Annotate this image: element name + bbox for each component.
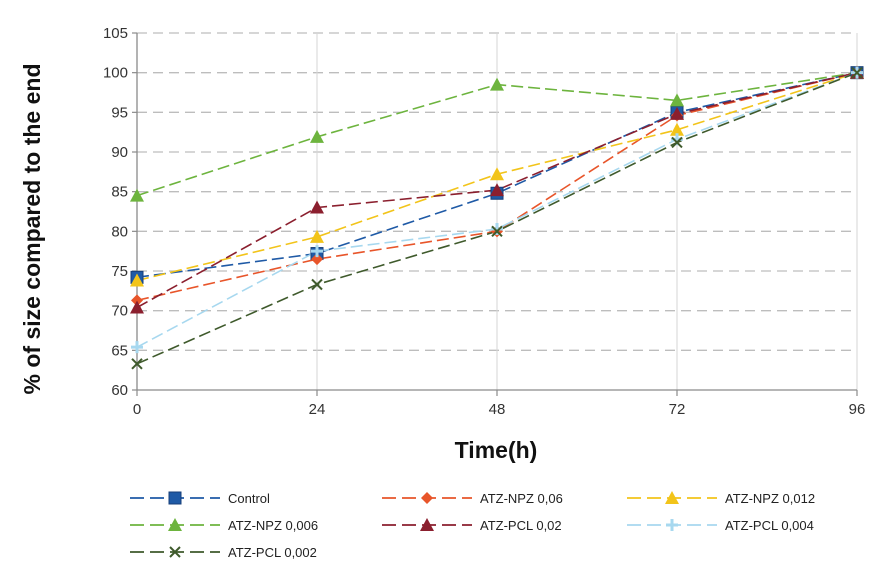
y-tick-label: 70: [111, 303, 128, 320]
legend-marker: [168, 518, 182, 531]
data-point-atz-npz-0-06: [131, 294, 143, 307]
legend-marker: [666, 519, 678, 531]
legend-label: ATZ-PCL 0,02: [480, 518, 562, 533]
data-point-atz-pcl-0-002: [491, 225, 503, 238]
data-point-atz-pcl-0-004: [491, 222, 503, 235]
legend-label: ATZ-NPZ 0,06: [480, 491, 563, 506]
data-point-atz-pcl-0-02: [670, 106, 684, 120]
y-tick-label: 75: [111, 263, 128, 280]
data-point-atz-npz-0-006: [490, 77, 504, 91]
data-point-atz-pcl-0-002: [851, 66, 863, 79]
legend-item-atz-npz-0-006: ATZ-NPZ 0,006: [130, 518, 318, 533]
series-line-atz-pcl-0-02: [136, 71, 858, 309]
x-tick-label: 24: [309, 401, 326, 418]
data-point-atz-npz-0-012: [130, 273, 144, 287]
tick-labels: 60 65 70 75 80 85 90 95 100 105 0 24 48 72 96: [103, 25, 865, 418]
x-axis-title: Time(h): [455, 437, 538, 463]
data-point-atz-pcl-0-004: [131, 341, 143, 354]
legend-label: ATZ-NPZ 0,006: [228, 518, 318, 533]
data-point-atz-npz-0-006: [310, 129, 324, 143]
legend-marker: [169, 546, 181, 558]
legend-marker: [168, 491, 182, 505]
data-point-atz-npz-0-006: [670, 93, 684, 107]
data-point-atz-pcl-0-02: [310, 200, 324, 214]
data-point-atz-npz-0-006: [130, 188, 144, 202]
x-tick-label: 0: [133, 401, 141, 418]
legend-label: Control: [228, 491, 270, 506]
data-point-atz-npz-0-012: [670, 122, 684, 136]
legend-marker: [420, 518, 434, 531]
y-tick-label: 90: [111, 144, 128, 161]
x-tick-label: 48: [489, 401, 506, 418]
data-point-atz-npz-0-012: [310, 229, 324, 243]
data-point-atz-pcl-0-02: [490, 183, 504, 197]
y-tick-label: 100: [103, 65, 128, 82]
axes: [132, 32, 858, 396]
data-point-atz-pcl-0-002: [131, 358, 143, 370]
data-point-atz-pcl-0-004: [311, 245, 323, 258]
series-line-control: [136, 71, 858, 279]
y-tick-label: 60: [111, 382, 128, 399]
data-point-atz-pcl-0-002: [671, 136, 683, 149]
legend-item-atz-npz-0-012: ATZ-NPZ 0,012: [627, 491, 815, 506]
legend: Control ATZ-NPZ 0,06 ATZ-NPZ 0,012 ATZ-NPZ …: [130, 491, 815, 560]
legend-label: ATZ-PCL 0,002: [228, 545, 317, 560]
data-point-atz-npz-0-012: [490, 167, 504, 181]
x-tick-label: 96: [849, 401, 866, 418]
y-tick-label: 65: [111, 342, 128, 359]
legend-item-control: Control: [130, 491, 270, 506]
data-point-atz-npz-0-06: [311, 253, 323, 266]
x-tick-label: 72: [669, 401, 686, 418]
y-axis-title: % of size compared to the end: [19, 64, 45, 395]
legend-marker: [421, 492, 433, 504]
data-point-atz-pcl-0-002: [311, 278, 323, 291]
legend-item-atz-npz-0-06: ATZ-NPZ 0,06: [382, 491, 563, 506]
legend-marker: [665, 491, 679, 504]
legend-label: ATZ-NPZ 0,012: [725, 491, 815, 506]
data-point-atz-pcl-0-02: [130, 300, 144, 314]
y-tick-label: 105: [103, 25, 128, 42]
legend-item-atz-pcl-0-004: ATZ-PCL 0,004: [627, 518, 814, 533]
data-markers: [130, 65, 864, 370]
legend-item-atz-pcl-0-002: ATZ-PCL 0,002: [130, 545, 317, 560]
y-tick-label: 85: [111, 184, 128, 201]
legend-item-atz-pcl-0-02: ATZ-PCL 0,02: [382, 518, 562, 533]
y-tick-label: 80: [111, 223, 128, 240]
legend-label: ATZ-PCL 0,004: [725, 518, 814, 533]
y-tick-label: 95: [111, 104, 128, 121]
